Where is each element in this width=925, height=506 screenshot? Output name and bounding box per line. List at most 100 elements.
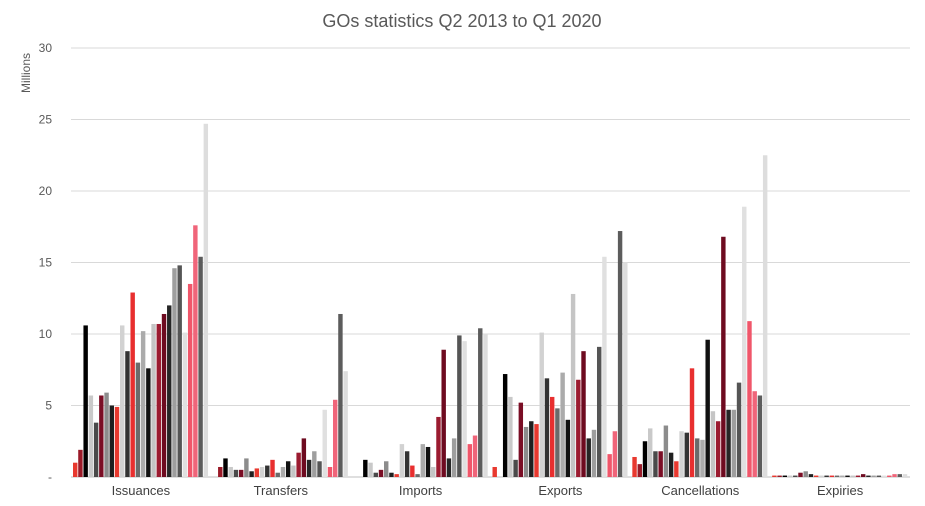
bar <box>478 328 483 477</box>
bar <box>834 475 840 477</box>
bar <box>663 425 669 477</box>
bar <box>866 475 871 477</box>
bar <box>420 444 425 477</box>
bar <box>674 461 679 477</box>
bar <box>502 374 508 477</box>
y-tick-label: 25 <box>39 113 53 127</box>
bar <box>130 292 135 477</box>
bar <box>306 459 312 477</box>
bar <box>695 438 700 477</box>
x-axis-categories: Issuances Transfers Imports Exports Cancella… <box>112 483 864 498</box>
bar <box>332 399 338 477</box>
y-tick-label: 30 <box>39 41 53 55</box>
bar <box>291 465 296 477</box>
bar <box>203 123 209 477</box>
y-tick-label: - <box>48 470 52 484</box>
bar <box>596 346 602 477</box>
bar <box>270 459 275 477</box>
x-category-label: Issuances <box>112 483 171 498</box>
bar <box>581 351 586 477</box>
bar <box>902 474 908 477</box>
bar <box>632 456 637 477</box>
bar <box>560 372 565 477</box>
y-tick-label: 5 <box>45 399 52 413</box>
bar <box>892 474 897 477</box>
bar <box>73 462 78 477</box>
bar <box>881 475 887 477</box>
bar <box>539 332 544 477</box>
bar <box>798 472 803 477</box>
bar <box>457 335 462 477</box>
bar <box>871 475 876 477</box>
bar <box>710 411 716 477</box>
bar <box>612 431 618 477</box>
bar <box>441 349 446 477</box>
bar <box>218 466 223 477</box>
bar <box>431 466 436 477</box>
bar <box>172 268 177 477</box>
bar <box>182 332 188 477</box>
bar <box>570 293 576 477</box>
gridlines <box>71 47 910 478</box>
bar <box>187 283 193 477</box>
bar <box>233 469 239 477</box>
bar <box>93 422 99 477</box>
bar <box>586 438 591 477</box>
bar <box>151 323 156 477</box>
bar <box>228 466 233 477</box>
bar <box>508 396 513 477</box>
y-tick-label: 15 <box>39 256 53 270</box>
bar <box>534 424 539 477</box>
bar <box>829 475 835 477</box>
bar <box>819 475 824 477</box>
bar <box>721 236 726 477</box>
bar <box>808 474 814 477</box>
bar <box>254 468 260 477</box>
y-axis-ticks: - 5 10 15 20 25 30 <box>39 41 53 484</box>
bar <box>327 466 333 477</box>
bar <box>752 391 757 477</box>
bar <box>653 451 658 477</box>
bar <box>668 452 674 477</box>
bar <box>109 405 114 477</box>
bar <box>280 466 286 477</box>
bar <box>146 368 151 477</box>
bar <box>415 474 420 477</box>
bar <box>114 406 120 477</box>
bar <box>198 256 203 477</box>
bar <box>782 475 788 477</box>
bar <box>715 421 721 477</box>
bar <box>648 428 653 477</box>
bar <box>259 466 265 477</box>
bar <box>824 475 829 477</box>
bar <box>275 472 280 477</box>
bar <box>602 256 607 477</box>
bar <box>425 446 431 477</box>
y-tick-label: 10 <box>39 327 53 341</box>
bar <box>591 429 597 477</box>
bar <box>555 408 560 477</box>
bar <box>887 475 892 477</box>
bar <box>135 362 141 477</box>
bar <box>705 339 710 477</box>
bar <box>544 378 550 477</box>
bar <box>373 472 378 477</box>
bar <box>322 409 327 477</box>
bar <box>726 409 731 477</box>
bar <box>88 395 94 477</box>
bar <box>617 231 623 477</box>
bar <box>265 465 270 477</box>
bar <box>529 421 534 477</box>
bar <box>285 461 291 477</box>
bar <box>223 458 228 477</box>
bar <box>492 466 497 477</box>
bar <box>803 471 808 477</box>
bar <box>451 438 457 477</box>
bar <box>389 472 394 477</box>
bar <box>343 371 348 477</box>
bar <box>742 206 747 478</box>
bar <box>404 451 410 477</box>
chart-title: GOs statistics Q2 2013 to Q1 2020 <box>322 11 601 31</box>
